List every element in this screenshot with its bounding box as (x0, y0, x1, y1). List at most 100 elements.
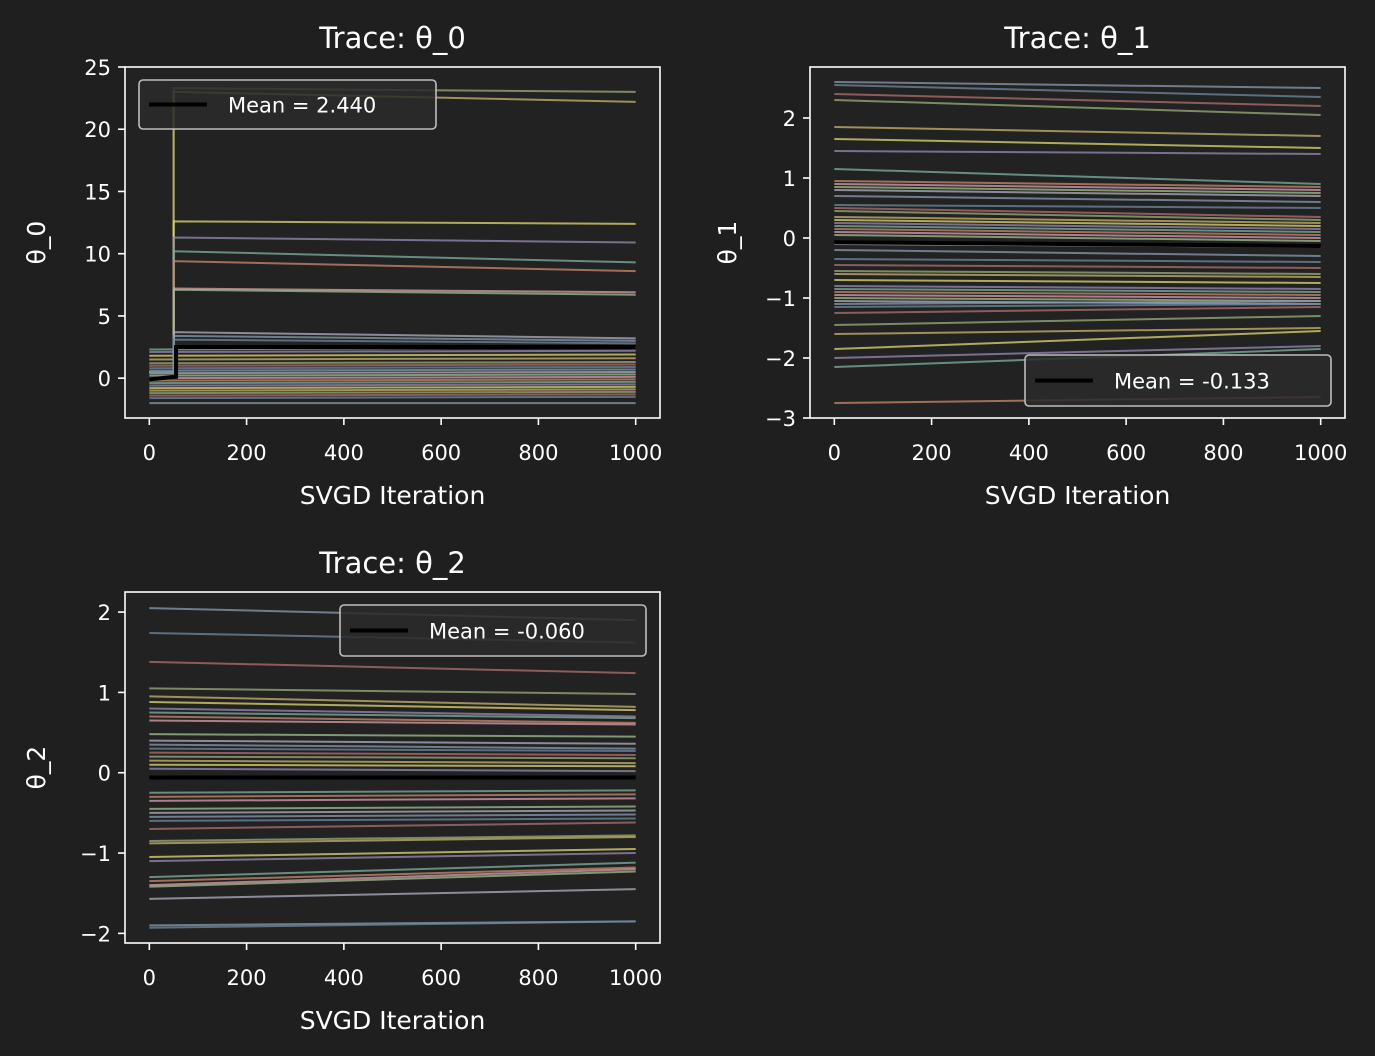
particle-trace-line (834, 93, 1321, 107)
particle-trace-line (149, 373, 636, 377)
chart-title: Trace: θ_1 (1003, 21, 1151, 55)
x-tick-label: 800 (518, 966, 558, 990)
particle-trace-line (149, 763, 636, 768)
particle-trace-line (149, 861, 636, 879)
particle-trace-line (149, 695, 636, 708)
subplot-1: 0 200 400 600 800 1000 −3 −2 −1 0 1 2 Trace: θ_1 SVGD… (713, 21, 1347, 510)
particle-trace-line (149, 701, 636, 712)
particle-trace-line (834, 216, 1321, 224)
particle-trace-line (834, 234, 1321, 242)
particle-trace-line (834, 84, 1321, 98)
particle-trace-line (149, 687, 636, 696)
particle-trace-line (149, 365, 636, 370)
particle-trace-line (834, 207, 1321, 218)
x-tick-label: 400 (324, 441, 364, 465)
particle-trace-line (149, 793, 636, 798)
x-tick-label: 1000 (1294, 441, 1347, 465)
x-tick-label: 200 (227, 966, 267, 990)
y-tick-label: 25 (84, 56, 111, 80)
particle-trace-line (834, 99, 1321, 116)
y-tick-label: 2 (98, 601, 111, 625)
particle-trace-line (149, 719, 636, 726)
particle-trace-line (834, 327, 1321, 335)
x-axis-label: SVGD Iteration (300, 481, 486, 510)
y-tick-label: −3 (765, 407, 796, 431)
particle-trace-line (834, 270, 1321, 275)
particle-trace-line (149, 821, 636, 830)
x-axis-label: SVGD Iteration (985, 481, 1171, 510)
particle-trace-line (834, 300, 1321, 305)
particle-trace-line (834, 315, 1321, 326)
particle-trace-line (149, 380, 636, 385)
x-tick-label: 600 (421, 441, 461, 465)
particle-trace-line (149, 835, 636, 845)
chart-title: Trace: θ_2 (318, 546, 466, 580)
particle-trace-line (149, 809, 636, 814)
axes-frame (124, 66, 661, 419)
particle-trace-line (149, 711, 636, 720)
particle-trace-line (834, 138, 1321, 149)
particle-trace-line (149, 383, 636, 387)
particle-trace-line (834, 285, 1321, 290)
particle-trace-line (149, 363, 636, 367)
particle-trace-line (149, 834, 636, 842)
y-tick-label: 0 (98, 367, 111, 391)
subplot-2: 0 200 400 600 800 1000 −2 −1 0 1 2 Trace: θ_2 SVGD I… (22, 546, 662, 1035)
particle-trace-line (834, 183, 1321, 191)
x-tick-label: 800 (1203, 441, 1243, 465)
y-tick-label: 0 (783, 227, 796, 251)
particle-trace-line (834, 258, 1321, 263)
y-tick-label: 5 (98, 305, 111, 329)
particle-trace-line (149, 805, 636, 810)
subplot-0: 0 200 400 600 800 1000 0 5 10 15 20 25 Trace: θ_0 SVG… (22, 21, 662, 510)
legend-box (1024, 354, 1332, 407)
particle-trace-line (149, 920, 636, 929)
particle-trace-line (834, 249, 1321, 257)
particle-trace-line (149, 353, 636, 357)
particle-trace-line (149, 707, 636, 718)
y-tick-label: 20 (84, 118, 111, 142)
particle-trace-line (834, 273, 1321, 278)
y-axis-label: θ_2 (22, 746, 51, 790)
mean-trace-line (149, 345, 636, 382)
mean-trace-line (834, 240, 1321, 248)
particle-trace-line (149, 755, 636, 760)
particle-trace-line (149, 747, 636, 753)
particle-trace-line (149, 368, 636, 372)
particle-trace-line (149, 870, 636, 888)
particle-trace-line (834, 180, 1321, 188)
x-tick-label: 600 (421, 966, 461, 990)
y-tick-label: 15 (84, 180, 111, 204)
particle-trace-line (834, 288, 1321, 293)
x-tick-label: 400 (1009, 441, 1049, 465)
particle-trace-line (149, 395, 636, 400)
particle-trace-line (149, 888, 636, 900)
particle-trace-line (834, 228, 1321, 236)
particle-trace-line (149, 751, 636, 757)
particle-trace-line (149, 378, 636, 382)
particle-trace-line (834, 291, 1321, 296)
particle-trace-line (834, 222, 1321, 230)
legend-label: Mean = -0.133 (1114, 370, 1270, 394)
axes-frame (124, 591, 661, 944)
y-axis-label: θ_1 (713, 221, 742, 265)
particle-trace-line (149, 852, 636, 863)
particle-trace-line (149, 385, 636, 390)
particle-trace-line (149, 349, 636, 354)
particle-trace-line (149, 866, 636, 883)
particle-trace-line (149, 357, 636, 361)
legend-label: Mean = -0.060 (429, 620, 585, 644)
particle-trace-line (834, 279, 1321, 284)
y-tick-label: 0 (98, 762, 111, 786)
x-tick-label: 0 (828, 441, 841, 465)
y-tick-label: 2 (783, 107, 796, 131)
particle-trace-line (149, 848, 636, 859)
legend-box (339, 604, 647, 657)
particle-trace-line (834, 210, 1321, 221)
particle-trace-line (834, 231, 1321, 239)
particle-trace-line (834, 195, 1321, 203)
legend-label: Mean = 2.440 (228, 94, 376, 118)
particle-trace-line (149, 817, 636, 822)
x-tick-label: 0 (143, 441, 156, 465)
